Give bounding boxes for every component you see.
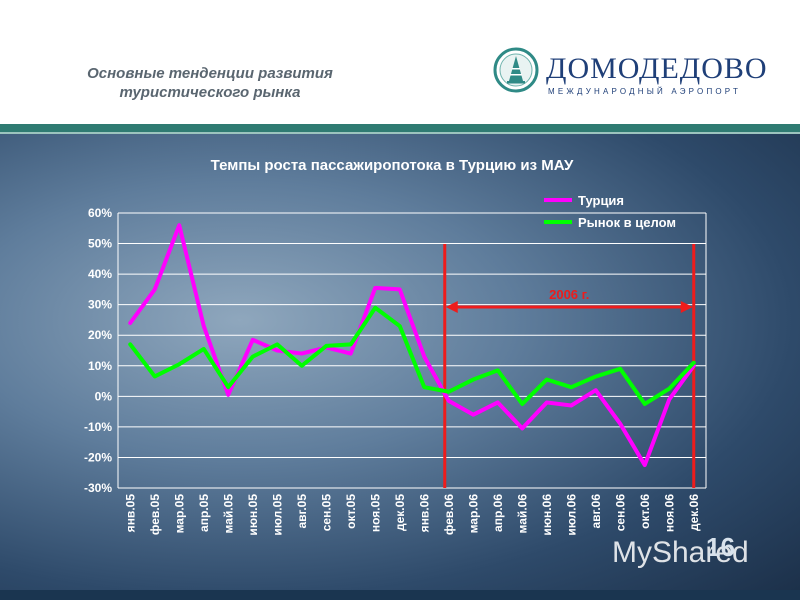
slide-subtitle: Основные тенденции развития туристическо… — [30, 64, 390, 102]
x-tick-label: ноя.05 — [368, 494, 382, 532]
x-tick-label: фев.06 — [442, 494, 456, 535]
bottom-strip — [0, 590, 800, 600]
watermark: MyShared — [612, 536, 749, 569]
y-tick-label: 50% — [88, 237, 112, 251]
logo-name: ДОМОДЕДОВО — [546, 52, 768, 85]
x-tick-label: мар.05 — [172, 494, 186, 534]
period-arrow-right-head — [680, 301, 693, 313]
logo-tagline: МЕЖДУНАРОДНЫЙ АЭРОПОРТ — [548, 87, 742, 96]
series-line-turkey — [128, 223, 696, 468]
y-tick-label: -30% — [84, 481, 112, 495]
x-tick-label: окт.05 — [344, 494, 358, 529]
chart-background — [0, 134, 800, 600]
x-tick-label: фев.05 — [148, 494, 162, 535]
y-tick-label: 0% — [95, 389, 113, 403]
series-line-market — [128, 305, 696, 406]
y-tick-label: 20% — [88, 328, 112, 342]
y-tick-label: -10% — [84, 420, 112, 434]
x-tick-label: май.05 — [221, 494, 235, 534]
y-tick-label: 60% — [88, 206, 112, 220]
x-tick-label: мар.06 — [466, 494, 480, 534]
x-tick-label: май.06 — [515, 494, 529, 534]
y-tick-label: 40% — [88, 267, 112, 281]
y-tick-label: -20% — [84, 450, 112, 464]
chart-title: Темпы роста пассажиропотока в Турцию из … — [211, 157, 574, 174]
x-tick-label: дек.06 — [687, 494, 701, 531]
x-tick-label: авг.06 — [589, 494, 603, 529]
page-number: 16 — [706, 532, 735, 562]
period-arrow-left-head — [445, 301, 458, 313]
x-tick-label: авг.05 — [295, 494, 309, 529]
header: Основные тенденции развития туристическо… — [0, 0, 800, 124]
x-tick-label: янв.05 — [123, 494, 137, 533]
legend-label: Рынок в целом — [578, 215, 676, 230]
x-tick-label: апр.06 — [491, 494, 505, 532]
x-tick-label: дек.05 — [393, 494, 407, 531]
x-tick-label: июл.05 — [270, 494, 284, 536]
y-tick-label: 30% — [88, 298, 112, 312]
x-tick-label: июн.05 — [246, 494, 260, 536]
x-tick-label: июн.06 — [540, 494, 554, 536]
period-label: 2006 г. — [549, 287, 589, 302]
y-tick-label: 10% — [88, 359, 112, 373]
subtitle-line-2: туристического рынка — [119, 84, 301, 101]
x-tick-label: сен.05 — [319, 494, 333, 532]
x-tick-label: июл.06 — [564, 494, 578, 536]
x-tick-label: янв.06 — [417, 494, 431, 533]
accent-band — [0, 124, 800, 132]
accent-band-light — [0, 132, 800, 134]
x-tick-label: сен.06 — [613, 494, 627, 532]
legend-label: Турция — [578, 193, 624, 208]
x-tick-label: ноя.06 — [662, 494, 676, 532]
x-tick-label: апр.05 — [197, 494, 211, 532]
domodedovo-logo-icon — [493, 47, 539, 93]
x-tick-label: окт.06 — [638, 494, 652, 529]
subtitle-line-1: Основные тенденции развития — [87, 65, 333, 82]
